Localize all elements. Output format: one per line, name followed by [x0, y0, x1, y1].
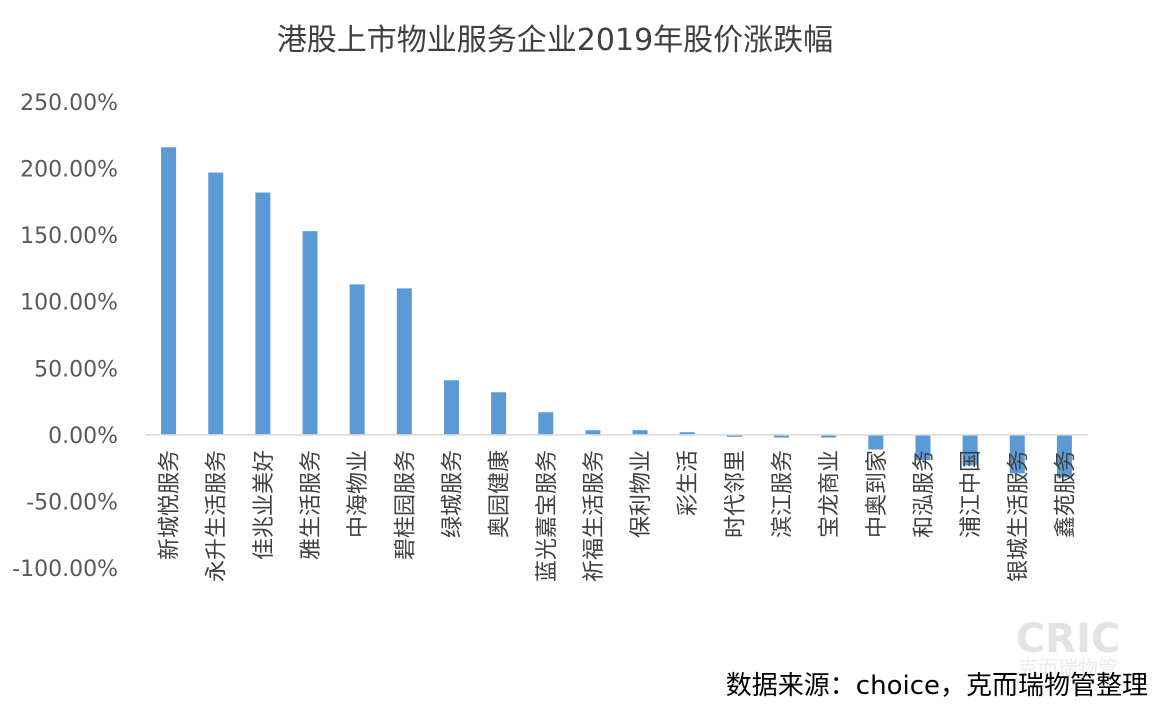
x-tick-label: 保利物业: [629, 450, 654, 538]
x-tick-label: 祈福生活服务: [582, 450, 607, 582]
bar: [1056, 434, 1072, 478]
x-tick-label: 中海物业: [346, 450, 371, 538]
x-tick-label: 时代邻里: [723, 450, 748, 538]
y-tick-label: 200.00%: [20, 158, 118, 183]
x-tick-label: 奥园健康: [488, 450, 513, 538]
y-tick-label: 250.00%: [20, 91, 118, 116]
x-tick-label: 中奥到家: [865, 450, 890, 538]
x-tick-label: 绿城服务: [440, 450, 465, 538]
bar: [726, 434, 742, 437]
y-axis: -100.00% -50.00% 0.00% 50.00% 100.00% 150.00%…: [12, 91, 118, 582]
bar: [208, 172, 224, 435]
x-tick-label: 滨江服务: [771, 450, 796, 538]
y-tick-label: 50.00%: [34, 357, 118, 382]
bar: [962, 434, 978, 466]
bar: [255, 192, 271, 435]
y-tick-label: -100.00%: [12, 557, 118, 582]
x-tick-label: 雅生活服务: [299, 450, 324, 560]
bar: [585, 430, 601, 435]
chart-title: 港股上市物业服务企业2019年股价涨跌幅: [277, 23, 833, 58]
watermark-subtitle: 克而瑞物管: [1018, 656, 1118, 680]
bar: [1009, 434, 1025, 474]
x-tick-label: 新城悦服务: [158, 450, 183, 560]
x-tick-label: 银城生活服务: [1006, 450, 1031, 582]
bar: [868, 434, 884, 450]
bar: [349, 284, 365, 435]
watermark-logo: CRIC: [1016, 616, 1120, 662]
x-tick-label: 蓝光嘉宝服务: [535, 450, 560, 582]
x-tick-label: 和泓服务: [912, 450, 937, 538]
bar: [538, 412, 554, 435]
bar: [396, 288, 412, 435]
bar: [161, 147, 177, 435]
bar: [915, 434, 931, 461]
x-tick-label: 浦江中国: [959, 450, 984, 538]
bar: [679, 432, 695, 435]
source-note: 数据来源：choice，克而瑞物管整理: [726, 671, 1148, 701]
x-tick-label: 碧桂园服务: [393, 450, 418, 560]
watermark: CRIC 克而瑞物管: [1016, 616, 1120, 680]
y-tick-label: 150.00%: [20, 224, 118, 249]
x-tick-label: 宝龙商业: [818, 450, 843, 538]
x-tick-label: 彩生活: [676, 450, 701, 516]
y-tick-label: -50.00%: [26, 490, 118, 515]
bar: [774, 434, 790, 438]
x-tick-label: 永升生活服务: [205, 450, 230, 582]
bar: [443, 380, 459, 435]
bar: [821, 434, 837, 438]
bar: [491, 392, 507, 435]
bar: [632, 430, 648, 435]
x-tick-label: 鑫苑服务: [1053, 450, 1078, 538]
y-tick-label: 0.00%: [48, 424, 118, 449]
x-axis: 新城悦服务 永升生活服务 佳兆业美好 雅生活服务 中海物业 碧桂园服务 绿城服务 奥园健康 蓝光…: [158, 450, 1079, 582]
y-tick-label: 100.00%: [20, 291, 118, 316]
bars: [161, 147, 1072, 478]
x-tick-label: 佳兆业美好: [252, 450, 277, 560]
bar: [302, 231, 318, 435]
